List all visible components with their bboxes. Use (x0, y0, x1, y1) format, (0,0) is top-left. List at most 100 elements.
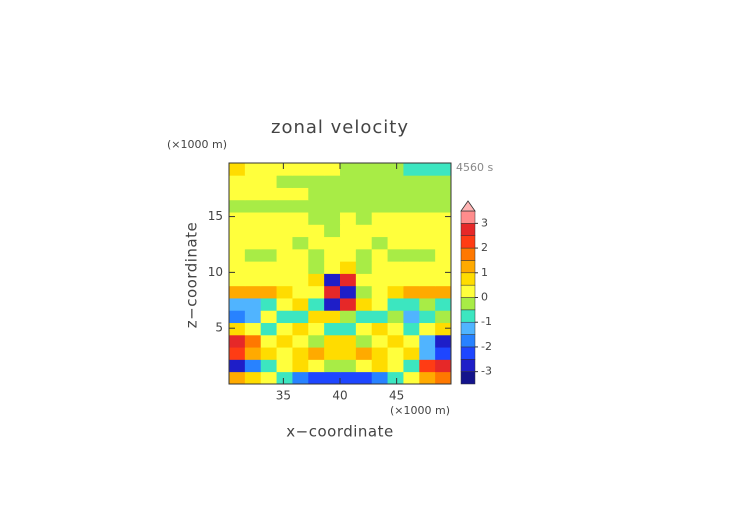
field-cell (229, 285, 246, 299)
field-cell (340, 187, 357, 201)
field-cell (403, 224, 420, 238)
colorbar-tick-label: 2 (481, 241, 488, 254)
field-cell (244, 261, 262, 274)
field-cell (403, 199, 420, 213)
field-cell (260, 334, 277, 348)
field-cell (340, 285, 357, 299)
field-cell (355, 359, 373, 373)
field-cell (244, 236, 262, 250)
field-cell (435, 175, 452, 188)
field-cell (308, 347, 325, 360)
field-cell (419, 334, 436, 348)
y-axis-label: z−coordinate (183, 222, 201, 328)
field-cell (308, 199, 325, 213)
field-cell (308, 334, 325, 348)
field-cell (292, 212, 309, 225)
colorbar-tick-label: -1 (481, 315, 492, 328)
colorbar-swatch (460, 235, 476, 249)
colorbar-swatch (460, 334, 476, 348)
colorbar-tick-label: 1 (481, 266, 488, 279)
field-cell (229, 187, 246, 201)
field-cell (435, 310, 452, 324)
field-cell (308, 273, 325, 287)
colorbar-swatch (460, 247, 476, 261)
field-cell (244, 285, 262, 299)
field-cell (229, 212, 246, 225)
field-cell (340, 310, 357, 324)
field-cell (324, 175, 341, 188)
field-cell (419, 224, 436, 238)
field-cell (387, 334, 404, 348)
field-cell (292, 261, 309, 274)
field-cell (308, 248, 325, 262)
field-cell (435, 359, 452, 373)
field-cell (292, 273, 309, 287)
field-cell (355, 199, 373, 213)
field-cell (340, 371, 357, 385)
field-cell (324, 347, 341, 360)
field-cell (371, 248, 388, 262)
field-cell (229, 347, 246, 360)
field-cell (371, 199, 388, 213)
colorbar-tick-label: 3 (481, 216, 488, 229)
field-cell (371, 371, 388, 385)
field-cell (324, 322, 341, 336)
field-cell (340, 298, 357, 311)
field-cell (403, 212, 420, 225)
field-cell (355, 248, 373, 262)
field-cell (244, 273, 262, 287)
field-cell (403, 347, 420, 360)
field-cell (229, 248, 246, 262)
field-cell (435, 224, 452, 238)
colorbar-swatch (460, 272, 476, 286)
field-cell (244, 163, 262, 176)
field-cell (292, 163, 309, 176)
field-cell (308, 322, 325, 336)
field-cell (340, 261, 357, 274)
colorbar-swatch (460, 223, 476, 236)
field-cell (292, 199, 309, 213)
annotation: 4560 s (456, 161, 493, 174)
field-cell (403, 322, 420, 336)
field-cell (276, 347, 293, 360)
field-cell (308, 310, 325, 324)
field-cell (419, 298, 436, 311)
field-cell (419, 359, 436, 373)
field-cell (276, 334, 293, 348)
field-cell (229, 371, 246, 385)
field-cell (340, 163, 357, 176)
field-cell (387, 347, 404, 360)
field-cell (308, 187, 325, 201)
field-cell (340, 359, 357, 373)
field-cell (292, 310, 309, 324)
field-cell (355, 322, 373, 336)
colorbar-extend (460, 200, 476, 212)
field-cell (276, 199, 293, 213)
field-cell (355, 163, 373, 176)
field-cell (403, 236, 420, 250)
field-cell (435, 334, 452, 348)
field-cell (324, 199, 341, 213)
field-cell (292, 187, 309, 201)
field-cell (324, 273, 341, 287)
field-cell (435, 248, 452, 262)
field-cell (387, 212, 404, 225)
colorbar-swatch (460, 321, 476, 335)
field-cell (340, 322, 357, 336)
field-cell (292, 347, 309, 360)
field-cell (371, 359, 388, 373)
colorbar-tick-label: -2 (481, 340, 492, 353)
colorbar-tick-label: -3 (481, 365, 492, 378)
field-cell (229, 310, 246, 324)
field-cell (324, 334, 341, 348)
field-cell (244, 334, 262, 348)
colorbar-swatch (460, 371, 476, 385)
field-cell (308, 163, 325, 176)
field-cell (387, 273, 404, 287)
field-cell (371, 236, 388, 250)
field-cell (260, 298, 277, 311)
field-cell (371, 285, 388, 299)
field-cell (292, 175, 309, 188)
field-cell (244, 175, 262, 188)
field-cell (324, 359, 341, 373)
